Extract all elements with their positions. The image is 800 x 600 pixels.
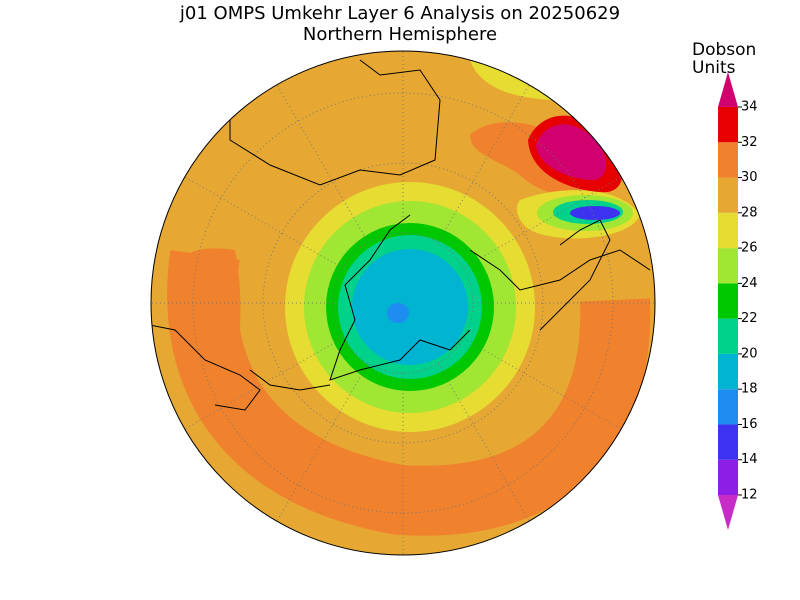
colorbar-bin — [718, 389, 738, 425]
colorbar-tick-label: 32 — [741, 135, 758, 150]
colorbar-tick-label: 16 — [741, 417, 758, 432]
colorbar-tick-label: 28 — [741, 205, 758, 220]
colorbar-tick-label: 34 — [741, 100, 758, 115]
colorbar-tick-label: 12 — [741, 488, 758, 503]
colorbar-bin — [718, 318, 738, 354]
field-region — [174, 248, 241, 400]
coastline — [249, 369, 331, 391]
coastline — [469, 249, 651, 291]
colorbar-label: Units — [692, 58, 736, 78]
colorbar-tick-label: 24 — [741, 276, 758, 291]
colorbar-over — [718, 72, 738, 107]
colorbar-bin — [718, 248, 738, 284]
colorbar-tick-label: 14 — [741, 452, 758, 467]
colorbar-tick-label: 20 — [741, 346, 758, 361]
colorbar-bin — [718, 424, 738, 460]
coastline — [329, 214, 471, 381]
colorbar-bin — [718, 177, 738, 213]
colorbar-tick-label: 26 — [741, 241, 758, 256]
colorbar-bin — [718, 353, 738, 390]
graticule-circle — [262, 162, 544, 444]
field-region — [387, 303, 409, 323]
colorbar-bin — [718, 283, 738, 319]
map-disc — [151, 51, 655, 555]
colorbar-label: Dobson — [692, 40, 756, 60]
colorbar-under — [718, 495, 738, 530]
field-region — [536, 124, 607, 181]
map-subtitle: Northern Hemisphere — [303, 24, 497, 45]
colorbar-tick-label: 18 — [741, 382, 758, 397]
colorbar-bin — [718, 107, 738, 143]
colorbar-bin — [718, 459, 738, 495]
colorbar-tick-label: 30 — [741, 170, 758, 185]
colorbar: 12 14 16 18 20 22 24 26 28 30 32 34 — [718, 72, 758, 530]
colorbar-bin — [718, 142, 738, 178]
map-title: j01 OMPS Umkehr Layer 6 Analysis on 2025… — [179, 3, 620, 24]
field-region — [352, 249, 468, 365]
field-region — [570, 206, 620, 220]
colorbar-tick-label: 22 — [741, 311, 758, 326]
coastline — [229, 59, 441, 186]
colorbar-bin — [718, 212, 738, 249]
coastline — [151, 324, 261, 411]
map-border — [150, 50, 656, 556]
coastline — [539, 219, 611, 331]
